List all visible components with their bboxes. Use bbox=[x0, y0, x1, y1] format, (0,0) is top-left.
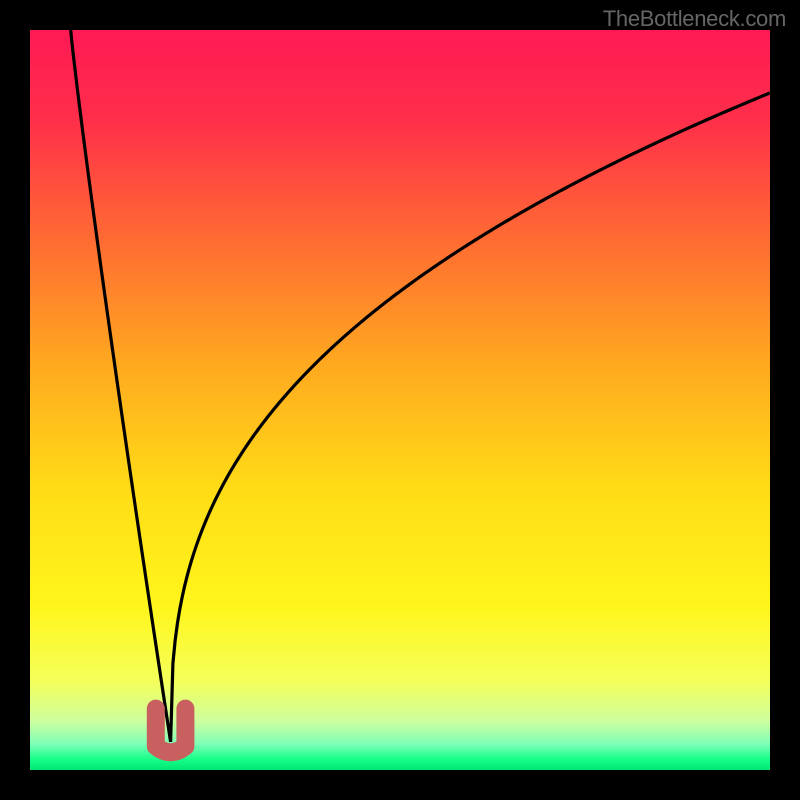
chart-frame: TheBottleneck.com bbox=[0, 0, 800, 800]
bottleneck-chart-svg bbox=[30, 30, 770, 770]
watermark-text: TheBottleneck.com bbox=[603, 6, 786, 32]
chart-plot-area bbox=[30, 30, 770, 770]
